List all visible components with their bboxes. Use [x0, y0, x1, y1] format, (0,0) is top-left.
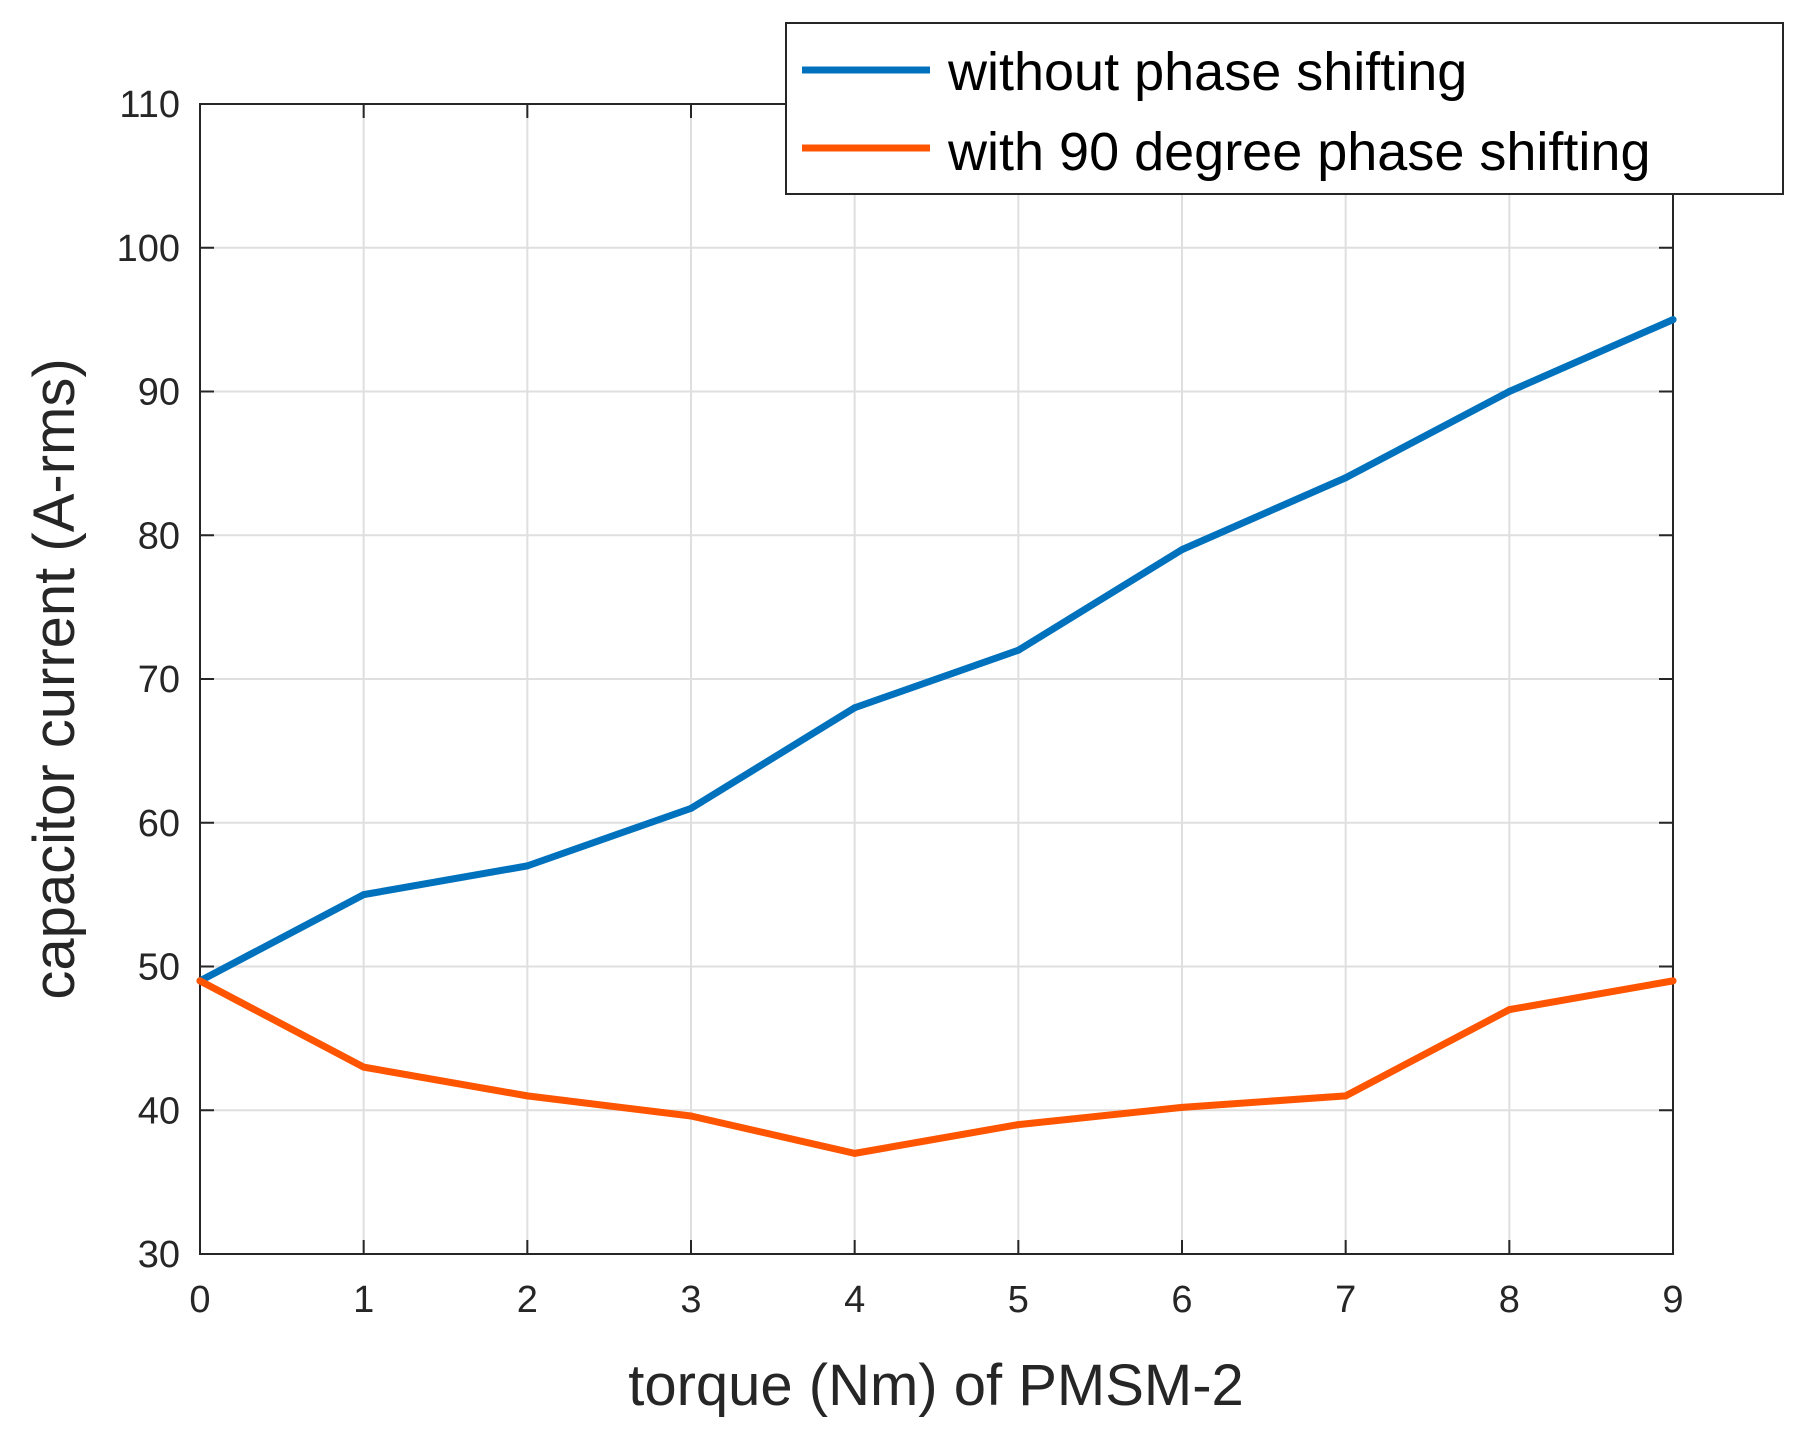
- grid: [200, 104, 1673, 1254]
- x-axis-label: torque (Nm) of PMSM-2: [628, 1353, 1244, 1418]
- data-point-without-phase-shifting: [1014, 646, 1022, 654]
- data-point-with-90-degree-phase-shifting: [360, 1063, 368, 1071]
- x-tick-label: 9: [1662, 1279, 1683, 1321]
- data-point-with-90-degree-phase-shifting: [1014, 1121, 1022, 1129]
- series-lines: [196, 316, 1677, 1157]
- data-point-without-phase-shifting: [1669, 316, 1677, 324]
- legend-box: [785, 22, 1784, 195]
- series-line-with-90-degree-phase-shifting: [196, 977, 1677, 1157]
- data-point-with-90-degree-phase-shifting: [523, 1092, 531, 1100]
- data-point-without-phase-shifting: [523, 862, 531, 870]
- x-tick-label: 7: [1335, 1279, 1356, 1321]
- y-axis-label: capacitor current (A-rms): [22, 358, 87, 999]
- x-tick-label: 8: [1499, 1279, 1520, 1321]
- x-tick-label: 1: [353, 1279, 374, 1321]
- x-tick-label: 3: [680, 1279, 701, 1321]
- data-point-without-phase-shifting: [851, 704, 859, 712]
- data-point-without-phase-shifting: [360, 891, 368, 899]
- data-point-without-phase-shifting: [1178, 546, 1186, 554]
- legend-label-with-90-degree-phase-shifting: with 90 degree phase shifting: [947, 122, 1650, 182]
- x-tick-label: 5: [1008, 1279, 1029, 1321]
- y-tick-label: 30: [138, 1234, 180, 1276]
- data-point-with-90-degree-phase-shifting: [1505, 1006, 1513, 1014]
- y-tick-label: 90: [138, 372, 180, 414]
- y-tick-label: 100: [117, 228, 180, 270]
- x-tick-label: 6: [1171, 1279, 1192, 1321]
- axis-ticks: 0 1 2 3 4 5 6 7 8 9 30 40 50 60 70 80 90 100 110: [117, 84, 1684, 1321]
- data-point-with-90-degree-phase-shifting: [687, 1112, 695, 1120]
- x-tick-label: 0: [189, 1279, 210, 1321]
- y-tick-label: 110: [119, 84, 180, 126]
- data-point-with-90-degree-phase-shifting: [196, 977, 204, 985]
- data-point-with-90-degree-phase-shifting: [1342, 1092, 1350, 1100]
- data-point-without-phase-shifting: [1342, 474, 1350, 482]
- data-point-with-90-degree-phase-shifting: [1669, 977, 1677, 985]
- x-tick-label: 2: [517, 1279, 538, 1321]
- y-tick-label: 50: [138, 947, 180, 989]
- legend: without phase shifting with 90 degree ph…: [785, 22, 1784, 195]
- series-line-without-phase-shifting: [196, 316, 1677, 985]
- y-tick-label: 70: [138, 659, 180, 701]
- data-point-without-phase-shifting: [1505, 388, 1513, 395]
- legend-label-without-phase-shifting: without phase shifting: [947, 42, 1467, 102]
- y-tick-label: 40: [138, 1090, 180, 1132]
- y-tick-label: 80: [138, 515, 180, 557]
- data-point-with-90-degree-phase-shifting: [1178, 1103, 1186, 1111]
- data-point-without-phase-shifting: [687, 804, 695, 812]
- y-tick-label: 60: [138, 803, 180, 845]
- x-tick-label: 4: [844, 1279, 865, 1321]
- data-point-with-90-degree-phase-shifting: [851, 1149, 859, 1157]
